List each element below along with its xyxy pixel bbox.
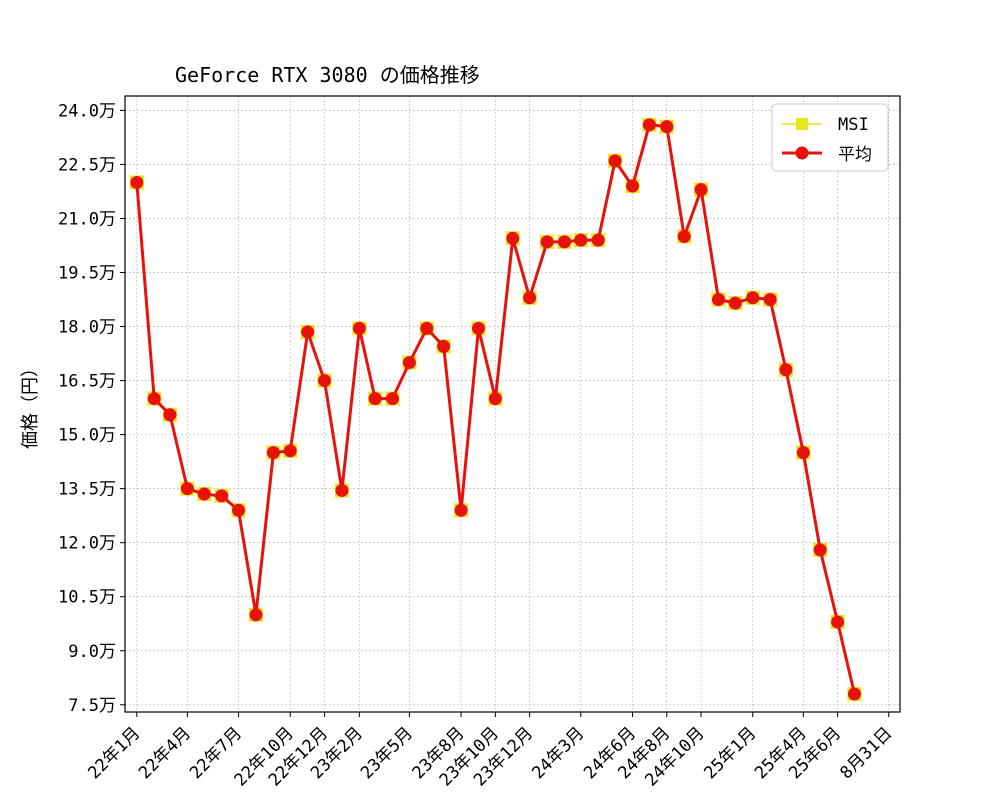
average-point: [779, 363, 793, 377]
average-point: [197, 487, 211, 501]
x-tick-label: 8月31日: [836, 723, 896, 783]
average-point: [215, 489, 229, 503]
y-tick-label: 22.5万: [58, 155, 116, 175]
y-axis-label: 価格（円）: [20, 359, 41, 449]
average-point: [711, 293, 725, 307]
average-point: [506, 231, 520, 245]
x-tick-label: 22年1月: [84, 723, 144, 783]
y-tick-label: 18.0万: [58, 318, 116, 338]
legend-msi-square-icon: [796, 118, 808, 130]
x-axis: 22年1月22年4月22年7月22年10月22年12月23年2月23年5月23年…: [84, 712, 896, 791]
average-point: [557, 235, 571, 249]
x-tick-label: 25年1月: [700, 723, 760, 783]
average-point: [523, 291, 537, 305]
x-tick-label: 22年4月: [135, 723, 195, 783]
y-tick-label: 10.5万: [58, 588, 116, 608]
average-point: [763, 293, 777, 307]
average-point: [728, 296, 742, 310]
average-point: [625, 179, 639, 193]
average-point: [813, 543, 827, 557]
average-point: [608, 154, 622, 168]
y-tick-label: 7.5万: [68, 696, 116, 716]
y-tick-label: 19.5万: [58, 264, 116, 284]
average-point: [574, 233, 588, 247]
average-point: [677, 229, 691, 243]
legend-msi-label: MSI: [838, 115, 869, 135]
average-point: [642, 118, 656, 132]
average-point: [249, 608, 263, 622]
average-point: [847, 687, 861, 701]
average-point: [746, 291, 760, 305]
average-point: [386, 392, 400, 406]
average-point: [420, 321, 434, 335]
average-point: [796, 446, 810, 460]
average-point: [180, 482, 194, 496]
y-tick-label: 21.0万: [58, 209, 116, 229]
plot-area: [125, 96, 900, 712]
average-point: [368, 392, 382, 406]
average-point: [454, 503, 468, 517]
average-point: [488, 392, 502, 406]
average-point: [471, 321, 485, 335]
average-point: [301, 325, 315, 339]
y-tick-label: 16.5万: [58, 372, 116, 392]
y-tick-label: 9.0万: [68, 642, 116, 662]
average-point: [402, 356, 416, 370]
average-point: [352, 321, 366, 335]
x-tick-label: 23年5月: [357, 723, 417, 783]
series-layer: [129, 117, 862, 701]
average-point: [540, 235, 554, 249]
legend-average-circle-icon: [795, 146, 809, 160]
average-point: [437, 339, 451, 353]
average-point: [831, 615, 845, 629]
average-point: [283, 444, 297, 458]
y-tick-label: 24.0万: [58, 101, 116, 121]
average-point: [318, 374, 332, 388]
average-point: [266, 446, 280, 460]
average-point: [147, 392, 161, 406]
average-point: [591, 233, 605, 247]
average-point: [694, 183, 708, 197]
average-point: [660, 120, 674, 134]
average-point: [130, 175, 144, 189]
y-tick-label: 12.0万: [58, 534, 116, 554]
average-point: [335, 483, 349, 497]
plot-frame: [124, 95, 901, 713]
y-tick-label: 13.5万: [58, 480, 116, 500]
legend: MSI 平均: [771, 103, 889, 172]
y-tick-label: 15.0万: [58, 426, 116, 446]
legend-average-label: 平均: [838, 145, 872, 165]
average-point: [232, 503, 246, 517]
x-tick-label: 24年3月: [528, 723, 588, 783]
chart-title: GeForce RTX 3080 の価格推移: [175, 63, 480, 87]
y-axis: 7.5万 9.0万 10.5万 12.0万 13.5万 15.0万 16.5万 18.0万 19…: [58, 101, 125, 716]
average-point: [163, 408, 177, 422]
